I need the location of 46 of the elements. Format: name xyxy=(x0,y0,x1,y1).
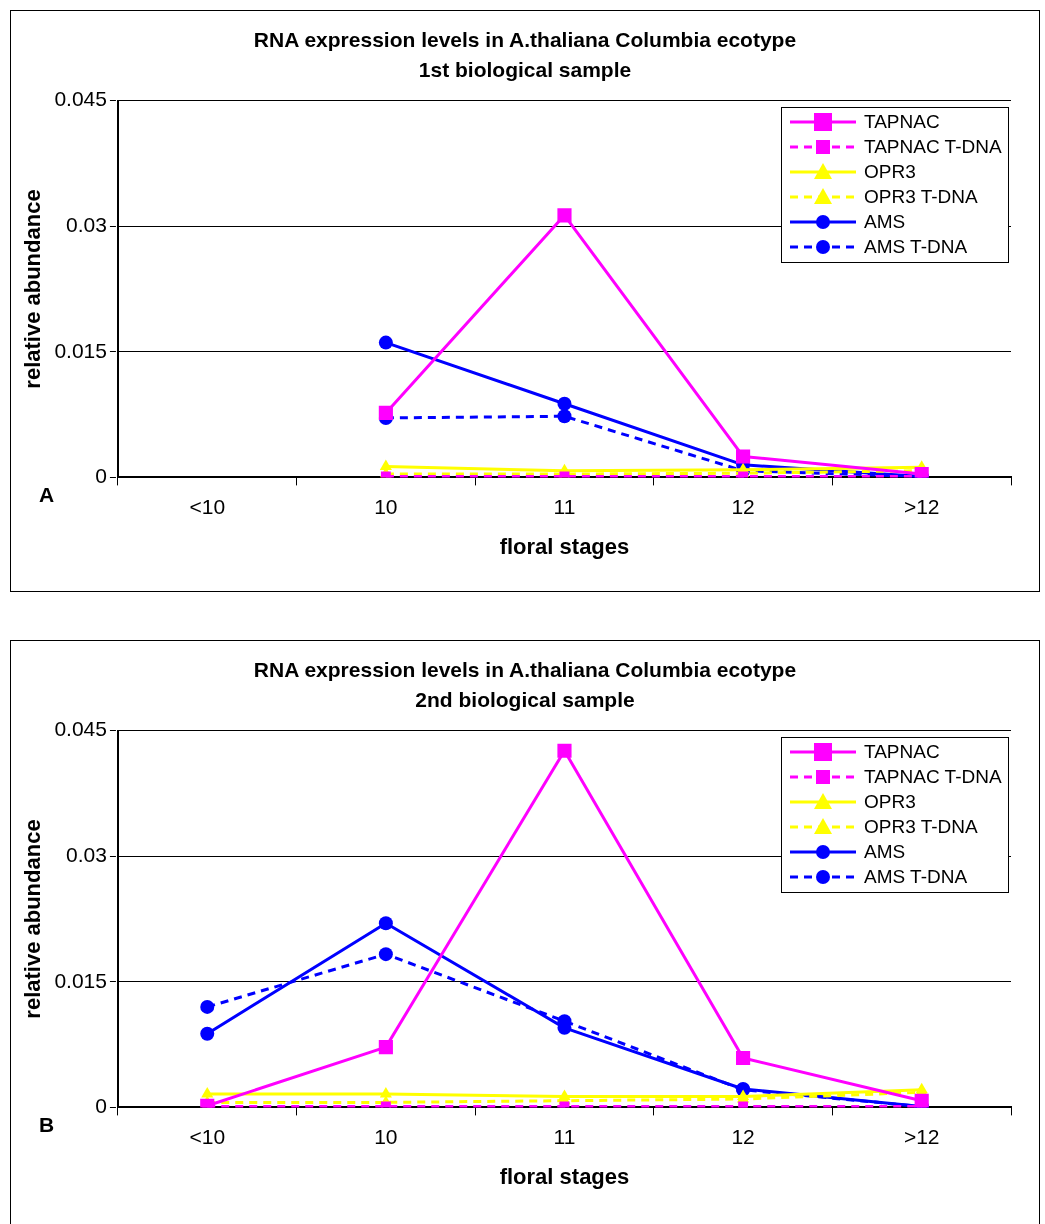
x-tick-label: 11 xyxy=(553,1124,576,1148)
y-tick-label: 0.03 xyxy=(66,843,107,866)
legend-label: OPR3 xyxy=(864,791,916,814)
x-tick-label: >12 xyxy=(903,494,940,518)
legend-label: AMS T-DNA xyxy=(864,236,968,259)
x-tick-label: 10 xyxy=(374,494,398,518)
legend-label: OPR3 T-DNA xyxy=(864,186,978,209)
x-axis-title: floral stages xyxy=(499,1163,630,1189)
y-axis-title: relative abundance xyxy=(20,189,46,389)
x-tick-label: <10 xyxy=(189,1124,226,1148)
point xyxy=(557,409,572,424)
legend-label: AMS xyxy=(864,211,906,234)
point xyxy=(378,405,393,420)
legend-label: OPR3 T-DNA xyxy=(864,816,978,839)
y-axis-title: relative abundance xyxy=(20,819,46,1019)
x-tick-label: 11 xyxy=(553,494,576,518)
y-tick-label: 0.045 xyxy=(54,717,107,741)
point xyxy=(378,335,393,350)
x-tick-label: 10 xyxy=(374,1124,398,1148)
legend-label: TAPNAC T-DNA xyxy=(864,766,1002,789)
point xyxy=(557,208,572,223)
chart-subtitle: 2nd biological sample xyxy=(414,687,636,713)
point xyxy=(557,396,572,411)
legend-label: OPR3 xyxy=(864,161,916,184)
y-tick-label: 0.015 xyxy=(54,338,107,362)
y-tick-label: 0.03 xyxy=(66,213,107,236)
legend-label: AMS T-DNA xyxy=(864,866,968,889)
legend-label: TAPNAC T-DNA xyxy=(864,136,1002,159)
x-tick-label: >12 xyxy=(903,1124,940,1148)
text: A xyxy=(39,483,55,508)
point xyxy=(736,449,751,464)
legend-label: TAPNAC xyxy=(864,741,940,764)
chart-title: RNA expression levels in A.thaliana Columbia ecotype xyxy=(252,657,798,683)
y-tick-label: 0 xyxy=(95,1094,107,1118)
y-tick-label: 0 xyxy=(95,464,107,488)
legend-label: AMS xyxy=(864,841,906,864)
y-tick-label: 0.045 xyxy=(54,87,107,111)
legend-label: TAPNAC xyxy=(864,111,940,134)
x-tick-label: 12 xyxy=(731,1124,755,1148)
x-axis-title: floral stages xyxy=(499,533,630,559)
chart-subtitle: 1st biological sample xyxy=(417,57,633,83)
text: B xyxy=(39,1113,55,1138)
y-tick-label: 0.015 xyxy=(54,968,107,992)
chart-title: RNA expression levels in A.thaliana Columbia ecotype xyxy=(252,27,798,53)
x-tick-label: 12 xyxy=(731,494,755,518)
x-tick-label: <10 xyxy=(189,494,226,518)
